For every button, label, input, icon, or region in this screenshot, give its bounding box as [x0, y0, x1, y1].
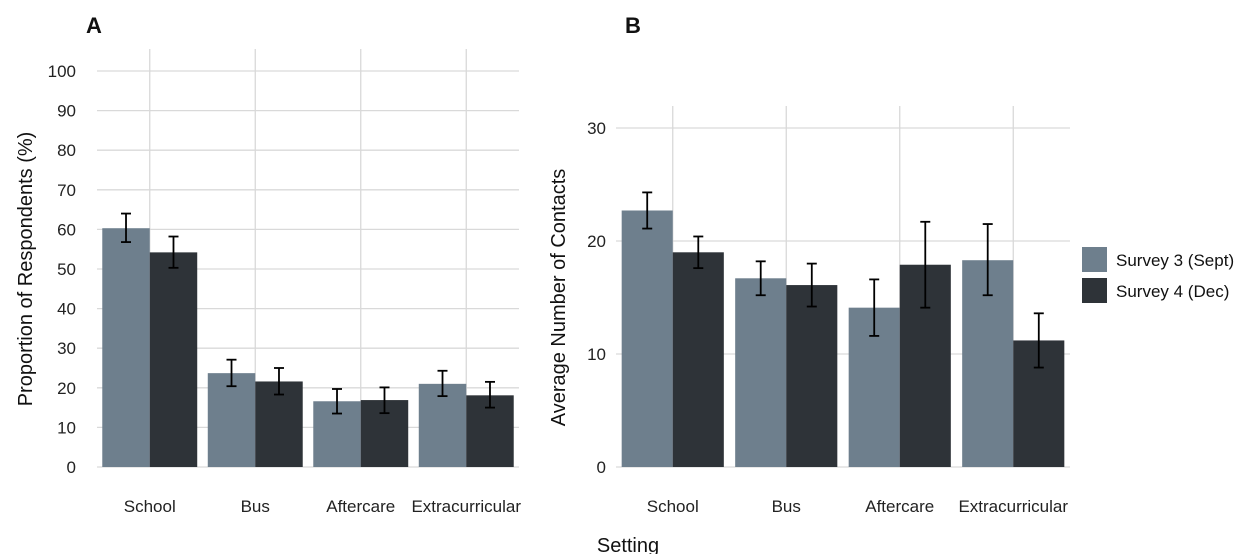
error-bar: [806, 262, 817, 308]
bar-survey4-bus: [786, 285, 838, 467]
error-bar: [642, 191, 653, 230]
y-tick-label: 20: [57, 379, 76, 398]
legend-label: Survey 3 (Sept): [1116, 251, 1234, 270]
bar-survey4-school: [149, 252, 198, 467]
panel-b: 0 10 20 30 School Bus Aftercare Extracurricular…: [548, 13, 1070, 516]
y-tick-label: 0: [597, 458, 606, 477]
y-axis-title: Proportion of Respondents (%): [15, 132, 37, 407]
legend-label: Survey 4 (Dec): [1116, 282, 1229, 301]
legend-swatch: [1082, 278, 1107, 303]
panel-label: A: [86, 13, 102, 38]
error-bar: [920, 220, 931, 309]
error-bar: [168, 235, 179, 269]
y-tick-label: 20: [587, 232, 606, 251]
x-tick-label: Bus: [241, 497, 270, 516]
panel-a: 0 10 20 30 40 50 60 70 80 90 100 School Bus Aftercare…: [15, 13, 521, 516]
bar-survey4-school: [672, 252, 724, 467]
y-tick-label: 40: [57, 300, 76, 319]
x-tick-label: School: [647, 497, 699, 516]
legend-swatch: [1082, 247, 1107, 272]
x-tick-label: Extracurricular: [958, 497, 1068, 516]
error-bar: [869, 278, 880, 337]
bar-survey3-bus: [207, 373, 256, 467]
x-tick-label: Extracurricular: [411, 497, 521, 516]
error-bar: [332, 388, 343, 415]
error-bar: [755, 260, 766, 297]
x-tick-label: Aftercare: [326, 497, 395, 516]
error-bar: [1033, 312, 1044, 369]
y-axis-title: Average Number of Contacts: [548, 169, 570, 427]
y-tick-label: 30: [587, 119, 606, 138]
shared-x-axis-title: Setting: [597, 535, 659, 554]
y-tick-label: 70: [57, 181, 76, 200]
legend: Survey 3 (Sept) Survey 4 (Dec): [1082, 247, 1234, 303]
error-bar: [693, 235, 704, 270]
error-bar: [273, 367, 284, 396]
error-bar: [437, 369, 448, 398]
y-tick-label: 30: [57, 339, 76, 358]
x-tick-label: School: [124, 497, 176, 516]
error-bar: [121, 212, 132, 243]
y-tick-label: 10: [587, 345, 606, 364]
error-bar: [484, 380, 495, 409]
bar-survey4-bus: [255, 381, 303, 467]
bar-survey3-school: [621, 210, 673, 468]
y-tick-label: 0: [67, 458, 76, 477]
y-tick-label: 60: [57, 220, 76, 239]
y-tick-label: 90: [57, 102, 76, 121]
y-tick-label: 50: [57, 260, 76, 279]
bar-survey3-school: [102, 228, 150, 467]
error-bar: [226, 358, 237, 388]
bar-survey3-bus: [735, 278, 787, 467]
panel-label: B: [625, 13, 641, 38]
y-tick-label: 80: [57, 141, 76, 160]
y-tick-label: 10: [57, 418, 76, 437]
error-bar: [379, 386, 390, 415]
y-tick-label: 100: [48, 62, 76, 81]
x-tick-label: Aftercare: [865, 497, 934, 516]
x-tick-label: Bus: [772, 497, 801, 516]
bar-survey3-extracurricular: [418, 383, 467, 467]
error-bar: [982, 223, 993, 297]
